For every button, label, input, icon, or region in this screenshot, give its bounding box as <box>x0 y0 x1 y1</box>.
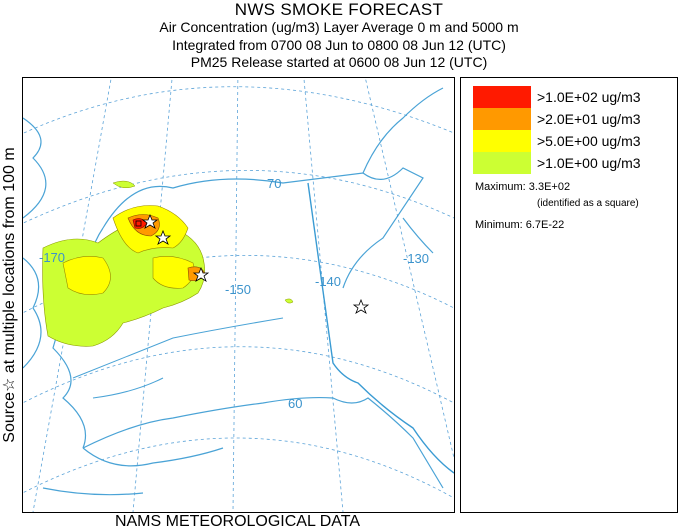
lat-line-70 <box>23 170 454 224</box>
chukotka-coast <box>23 257 42 369</box>
aleutian-islands <box>42 487 144 496</box>
legend-swatch-4 <box>473 152 531 174</box>
legend-label-1: >1.0E+02 ug/m3 <box>537 89 641 105</box>
lat-line-55 <box>23 437 454 499</box>
gulf-coast <box>82 396 444 489</box>
plume-fragment-east <box>284 298 294 304</box>
meteorological-data-label: NAMS METEOROLOGICAL DATA <box>114 513 361 530</box>
yukon-river <box>72 317 284 379</box>
legend-swatch-1 <box>473 86 531 108</box>
maximum-note: (identified as a square) <box>537 198 639 209</box>
kuskokwim-river <box>92 377 164 399</box>
source-star-2 <box>154 229 172 245</box>
legend-panel: >1.0E+02 ug/m3 >2.0E+01 ug/m3 >5.0E+00 u… <box>460 77 678 513</box>
map-panel: -170 -150 -140 -130 70 60 <box>22 77 455 513</box>
lat-label-60: 60 <box>288 396 302 411</box>
canada-arctic-coast <box>362 87 444 174</box>
legend-row-2: >2.0E+01 ug/m3 <box>473 108 673 130</box>
source-star-4 <box>352 298 370 314</box>
chart-title: NWS SMOKE FORECAST <box>234 0 444 19</box>
lat-line-75 <box>23 86 454 134</box>
legend-row-3: >5.0E+00 ug/m3 <box>473 130 673 152</box>
canada-inlet <box>402 217 434 254</box>
siberia-coast <box>23 117 47 219</box>
map-svg: -170 -150 -140 -130 70 60 <box>23 78 454 512</box>
subtitle-integration: Integrated from 0700 08 Jun to 0800 08 J… <box>172 37 506 53</box>
source-location-label: Source☆ at multiple locations from 100 m <box>1 147 18 443</box>
lat-label-70: 70 <box>267 176 281 191</box>
lon-label-130: -130 <box>403 251 429 266</box>
lon-line-130 <box>364 78 454 459</box>
plume-fragment-north <box>112 180 136 189</box>
minimum-value: Minimum: 6.7E-22 <box>475 219 565 231</box>
source-markers <box>141 213 370 314</box>
legend-row-4: >1.0E+00 ug/m3 <box>473 152 673 174</box>
source-star-1 <box>141 213 159 229</box>
legend-label-4: >1.0E+00 ug/m3 <box>537 155 641 171</box>
lon-label-170: -170 <box>39 250 65 265</box>
rivers <box>72 317 284 399</box>
us-canada-border <box>307 182 454 474</box>
lat-line-60 <box>23 346 454 404</box>
alaska-peninsula <box>82 447 224 467</box>
legend-label-2: >2.0E+01 ug/m3 <box>537 111 641 127</box>
maximum-square <box>135 220 142 227</box>
legend-label-3: >5.0E+00 ug/m3 <box>537 133 641 149</box>
smoke-plume <box>42 180 294 347</box>
legend-swatch-2 <box>473 108 531 130</box>
lon-line-150 <box>232 78 239 512</box>
maximum-value: Maximum: 3.3E+02 <box>475 181 571 193</box>
legend-swatch-3 <box>473 130 531 152</box>
plume-level-2b <box>62 256 111 295</box>
coastlines <box>23 87 444 496</box>
lon-label-140: -140 <box>315 274 341 289</box>
lon-label-150: -150 <box>225 282 251 297</box>
subtitle-release: PM25 Release started at 0600 08 Jun 12 (… <box>190 54 488 70</box>
subtitle-concentration: Air Concentration (ug/m3) Layer Average … <box>159 19 519 35</box>
source-star-3 <box>192 266 210 282</box>
legend-row-1: >1.0E+02 ug/m3 <box>473 86 673 108</box>
arctic-coast <box>102 167 424 289</box>
